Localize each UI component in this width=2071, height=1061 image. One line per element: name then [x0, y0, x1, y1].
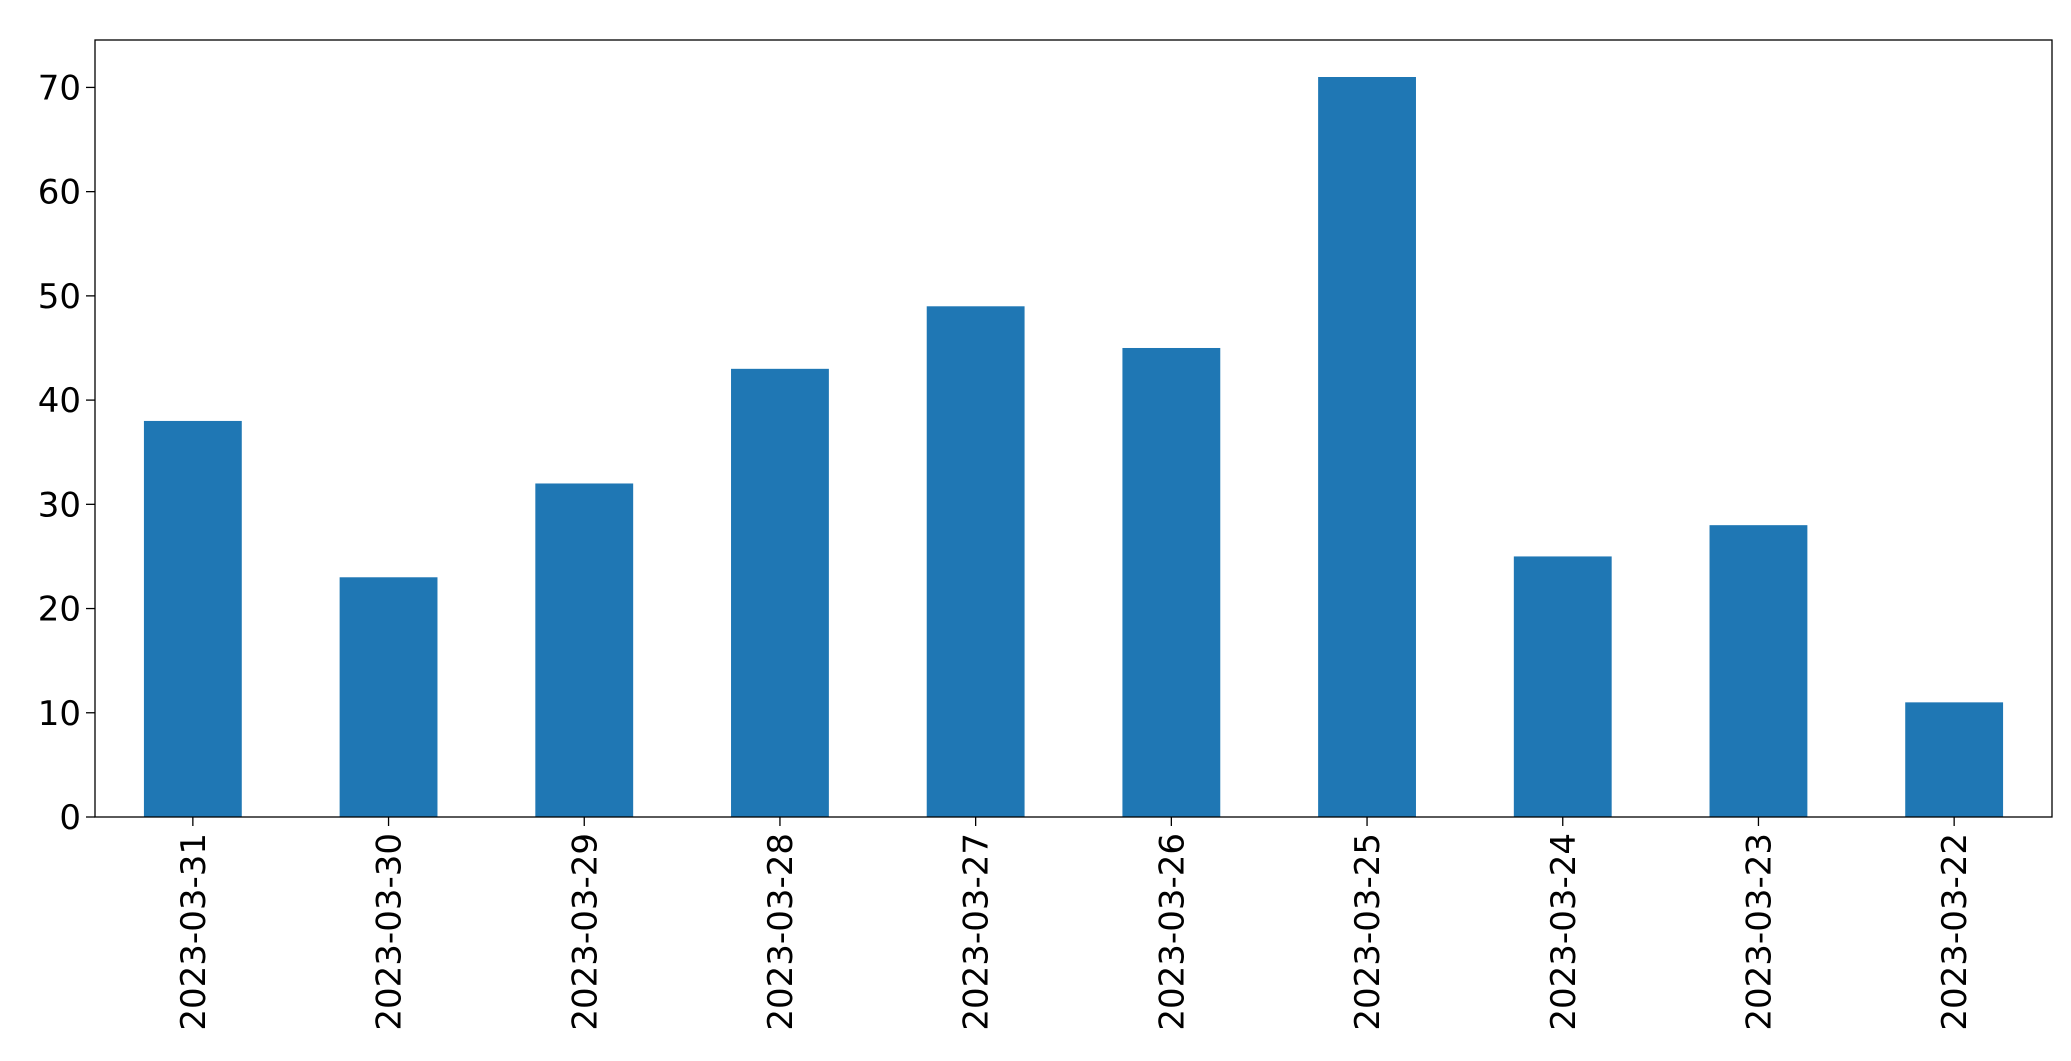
x-tick-label: 2023-03-22 — [1935, 833, 1975, 1031]
x-tick-label: 2023-03-29 — [565, 833, 605, 1031]
bar — [1905, 702, 2004, 817]
bar — [1513, 556, 1612, 817]
bar — [731, 368, 829, 817]
bar — [926, 306, 1025, 817]
x-tick-label: 2023-03-23 — [1739, 833, 1779, 1031]
x-tick-label: 2023-03-24 — [1544, 833, 1584, 1031]
y-tick-label: 50 — [38, 277, 81, 317]
x-tick-label: 2023-03-26 — [1152, 833, 1192, 1031]
bar — [143, 420, 242, 817]
bar — [1122, 347, 1221, 817]
y-tick-label: 40 — [38, 381, 81, 421]
y-tick-label: 70 — [38, 68, 81, 108]
x-tick-label: 2023-03-27 — [957, 833, 997, 1031]
x-tick-label: 2023-03-25 — [1348, 833, 1388, 1031]
bar — [339, 577, 438, 817]
bar — [535, 483, 634, 817]
y-tick-label: 10 — [38, 694, 81, 734]
y-tick-label: 0 — [59, 798, 81, 838]
bar — [1709, 525, 1808, 817]
bar — [1318, 77, 1416, 817]
plot-frame — [94, 39, 2053, 818]
x-tick-label: 2023-03-31 — [174, 833, 214, 1031]
y-tick-label: 30 — [38, 485, 81, 525]
x-tick-label: 2023-03-28 — [761, 833, 801, 1031]
y-tick-label: 20 — [38, 590, 81, 630]
y-tick-label: 60 — [38, 173, 81, 213]
x-tick-label: 2023-03-30 — [370, 833, 410, 1031]
